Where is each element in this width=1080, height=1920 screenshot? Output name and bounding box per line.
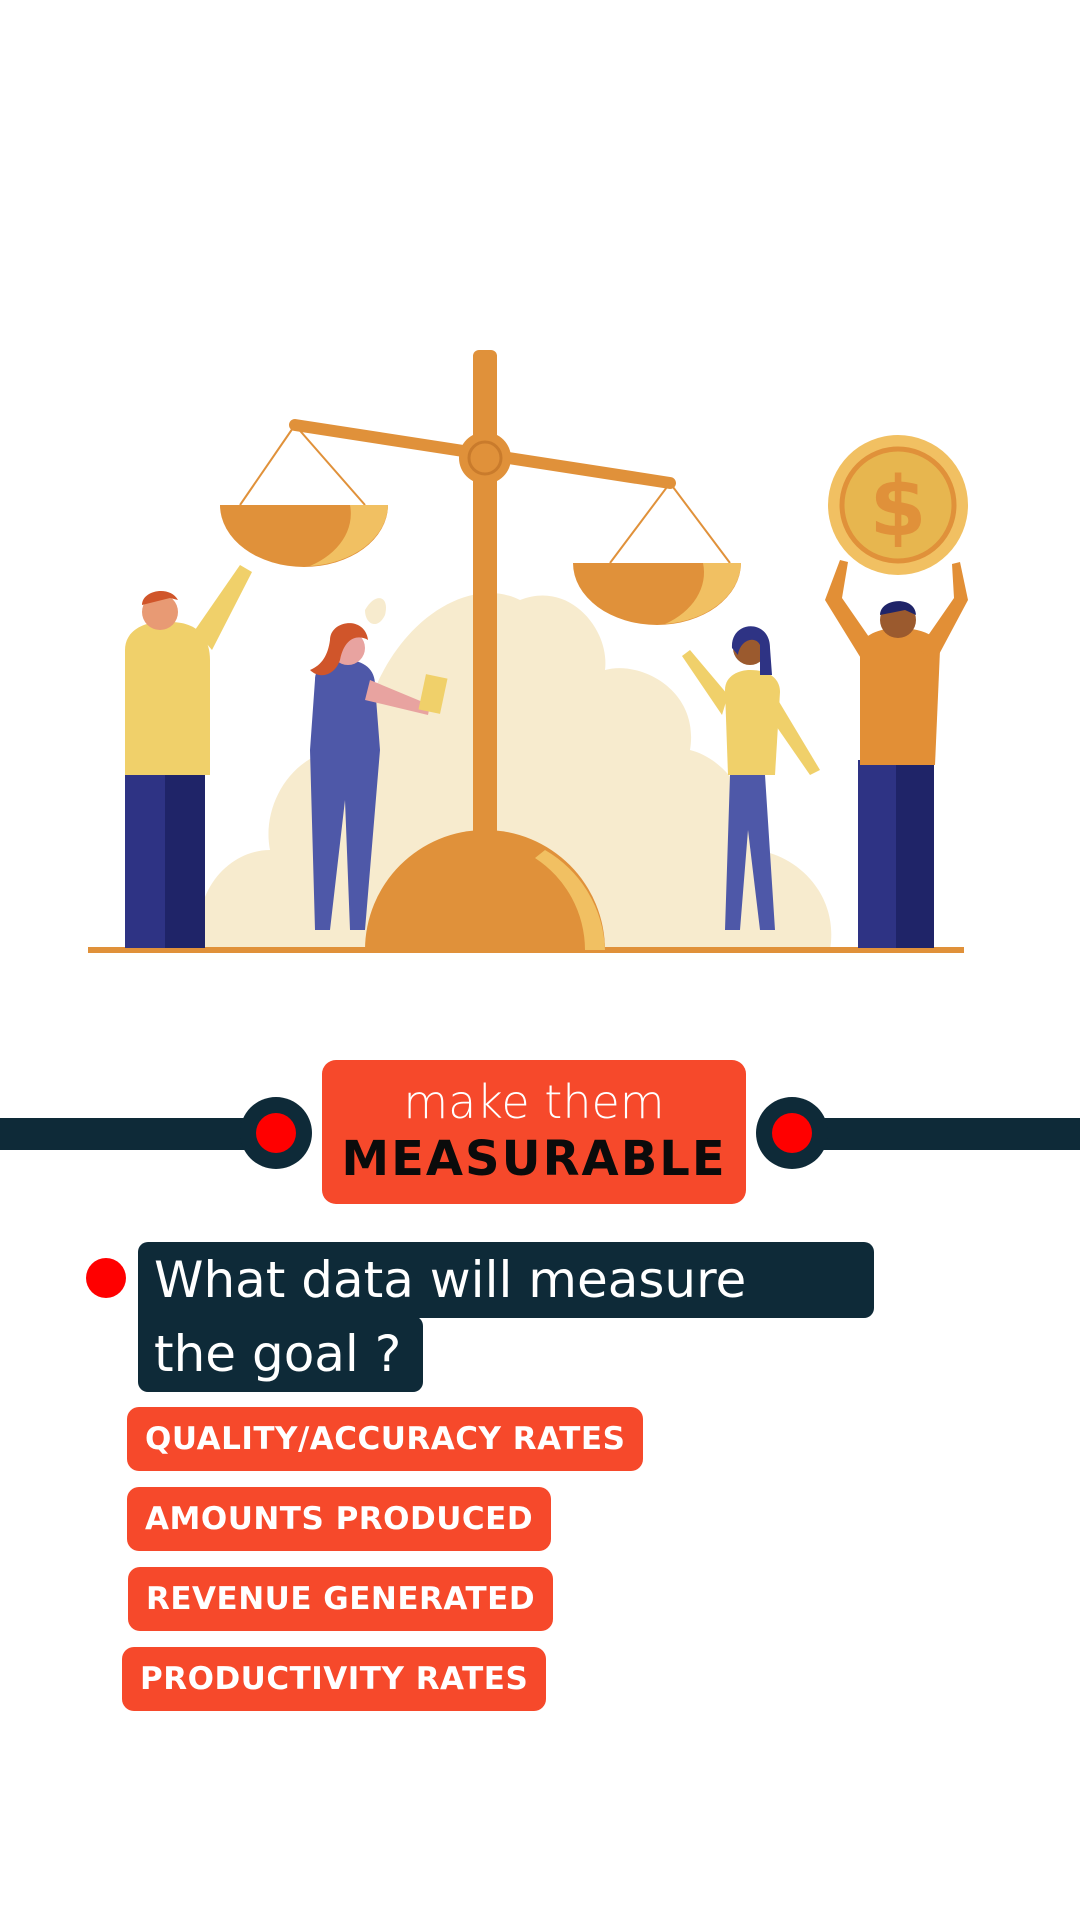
title-main-text: MEASURABLE <box>341 1131 727 1187</box>
tag-amounts-produced: AMOUNTS PRODUCED <box>127 1487 552 1551</box>
bullet-dot-icon <box>86 1258 126 1298</box>
question-line-2: the goal ? <box>138 1316 424 1392</box>
leaf-decoration <box>585 728 606 755</box>
timeline-bar-left <box>0 1118 260 1150</box>
svg-text:$: $ <box>869 460 926 555</box>
leaf-decoration <box>365 598 386 625</box>
scale-of-justice-illustration: $ <box>88 350 968 953</box>
dollar-coin-icon: $ <box>828 435 968 575</box>
tag-productivity-rates: PRODUCTIVITY RATES <box>122 1647 547 1711</box>
section-title: make them MEASURABLE <box>322 1060 746 1204</box>
timeline-node-right <box>756 1097 828 1169</box>
question-block: What data will measure the goal ? <box>138 1242 874 1392</box>
scale-pole <box>473 350 497 860</box>
tag-quality-accuracy: QUALITY/ACCURACY RATES <box>127 1407 644 1471</box>
left-scale-pan <box>220 424 388 567</box>
person-holding-coin <box>825 560 968 948</box>
tag-revenue-generated: REVENUE GENERATED <box>128 1567 554 1631</box>
timeline-bar-right <box>820 1118 1080 1150</box>
red-dot-icon <box>772 1113 812 1153</box>
title-subtext: make them <box>403 1075 665 1129</box>
person-with-paper <box>310 623 448 930</box>
person-right-pan <box>682 626 820 930</box>
person-left <box>125 565 252 948</box>
red-dot-icon <box>256 1113 296 1153</box>
timeline-node-left <box>240 1097 312 1169</box>
question-line-1: What data will measure <box>138 1242 874 1318</box>
scale-base-highlight <box>535 850 605 950</box>
scale-beam <box>289 419 676 489</box>
right-scale-pan <box>573 482 741 625</box>
